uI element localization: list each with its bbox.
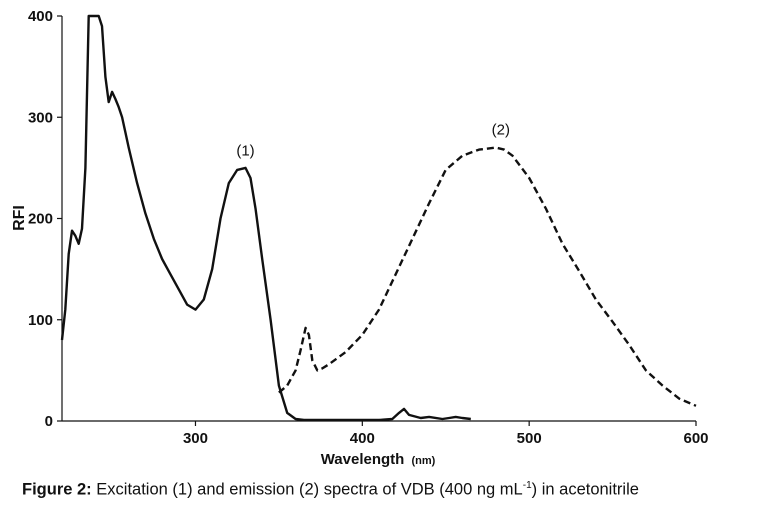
y-tick-label: 0 [45,413,53,430]
y-tick-label: 100 [28,312,53,329]
figure-caption: Figure 2: Excitation (1) and emission (2… [22,480,775,500]
y-axis-title: RFI [11,205,28,231]
y-tick-label: 300 [28,109,53,126]
series-annotation: (1) [236,143,254,160]
x-axis-title-unit: (nm) [411,455,435,467]
excitation-spectrum-line [60,14,471,422]
annotations: (1) (2) [236,121,510,159]
x-axis: 300 400 500 600 [62,420,709,447]
plot-series [60,14,697,422]
caption-superscript: -1 [522,480,532,491]
x-tick-label: 300 [183,430,208,447]
y-axis: 0 100 200 300 400 [28,8,63,430]
x-tick-label: 500 [517,430,542,447]
x-axis-title-text: Wavelength [321,451,405,468]
x-tick-label: 400 [350,430,375,447]
y-tick-label: 400 [28,8,53,25]
caption-text-end: ) in acetonitrile [531,480,639,499]
y-tick-label: 200 [28,211,53,228]
caption-label: Figure 2: [22,480,92,499]
caption-text: Excitation (1) and emission (2) spectra … [96,480,523,499]
spectra-chart: 0 100 200 300 400 300 400 500 600 (1) (2) RFI Wa… [11,8,709,468]
x-axis-title: Wavelength (nm) [321,451,436,468]
x-tick-label: 600 [683,430,708,447]
series-annotation: (2) [492,121,510,138]
emission-spectrum-line [278,146,697,407]
